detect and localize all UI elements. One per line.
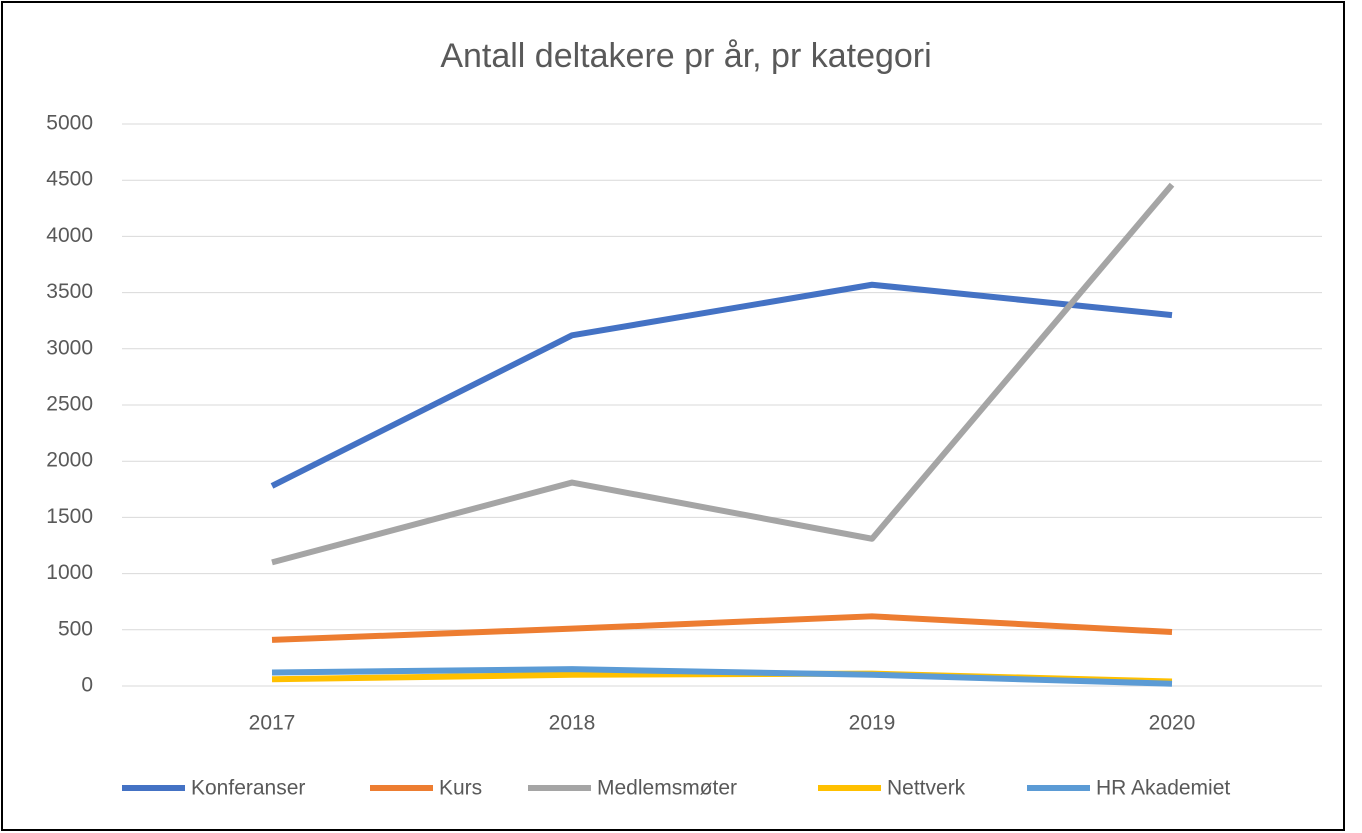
series-line (271, 666, 1173, 687)
legend-label: Konferanser (191, 777, 305, 800)
legend-label: HR Akademiet (1096, 777, 1230, 800)
x-tick-label: 2019 (849, 712, 896, 735)
y-tick-label: 500 (58, 617, 93, 640)
y-tick-label: 3000 (46, 336, 93, 359)
y-tick-label: 0 (81, 674, 93, 697)
x-tick-label: 2018 (549, 712, 596, 735)
y-tick-label: 1500 (46, 505, 93, 528)
y-tick-label: 5000 (46, 112, 93, 135)
y-tick-label: 4500 (46, 168, 93, 191)
y-tick-label: 4000 (46, 224, 93, 247)
y-tick-label: 2500 (46, 393, 93, 416)
series-line (271, 182, 1175, 566)
series-line (270, 281, 1173, 489)
x-tick-label: 2020 (1149, 712, 1196, 735)
x-tick-label: 2017 (249, 712, 296, 735)
y-tick-label: 3500 (46, 280, 93, 303)
legend-label: Medlemsmøter (597, 777, 737, 800)
chart-title: Antall deltakere pr år, pr kategori (440, 37, 931, 75)
legend-label: Kurs (439, 777, 482, 800)
legend-label: Nettverk (887, 777, 966, 800)
y-tick-label: 2000 (46, 449, 93, 472)
series-line (271, 613, 1173, 643)
y-tick-label: 1000 (46, 561, 93, 584)
